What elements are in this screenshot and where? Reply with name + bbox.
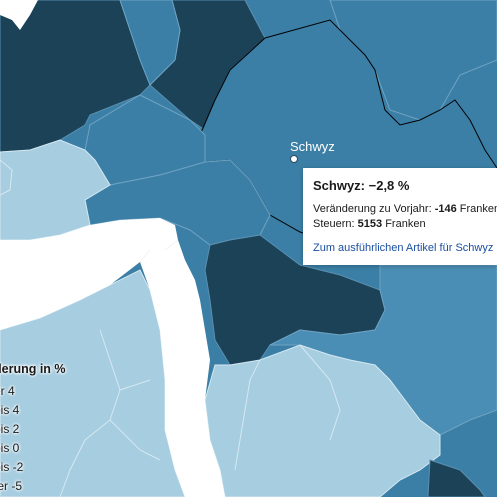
place-label-schwyz: Schwyz <box>290 139 335 154</box>
tooltip-tax-value: 5153 <box>357 218 383 230</box>
region-dark-southeast[interactable] <box>427 459 486 497</box>
tooltip-tax-line: Steuern: 5153 Franken <box>313 217 497 232</box>
tooltip-change-value: -146 <box>434 203 457 215</box>
region-north-a[interactable] <box>119 0 181 86</box>
tooltip-title: Schwyz: −2,8 % <box>313 178 410 193</box>
legend-item: ter -5 <box>0 479 23 493</box>
lake <box>0 218 178 330</box>
legend-item: bis 2 <box>0 422 20 436</box>
lake-north <box>0 0 38 30</box>
region-borders-light <box>59 329 341 497</box>
legend-item: bis -2 <box>0 460 24 474</box>
legend-title: derung in % <box>0 362 66 376</box>
tooltip-tax-label: Steuern: <box>313 218 355 230</box>
tooltip-article-link[interactable]: Zum ausführlichen Artikel für Schwyz <box>313 242 494 254</box>
legend-item: er 4 <box>0 384 15 398</box>
region-light-west-inner <box>0 159 13 196</box>
tooltip-change-label: Veränderung zu Vorjahr: <box>313 203 432 215</box>
tooltip-tax-unit: Franken <box>385 218 426 230</box>
river <box>140 240 225 497</box>
place-marker-schwyz[interactable] <box>290 155 298 163</box>
legend-item: bis 0 <box>0 441 20 455</box>
tooltip-change-line: Veränderung zu Vorjahr: -146 Franken <box>313 202 497 217</box>
tooltip-change-unit: Franken <box>459 203 497 215</box>
tooltip: Schwyz: −2,8 % Veränderung zu Vorjahr: -… <box>303 168 497 265</box>
legend-item: bis 4 <box>0 403 20 417</box>
